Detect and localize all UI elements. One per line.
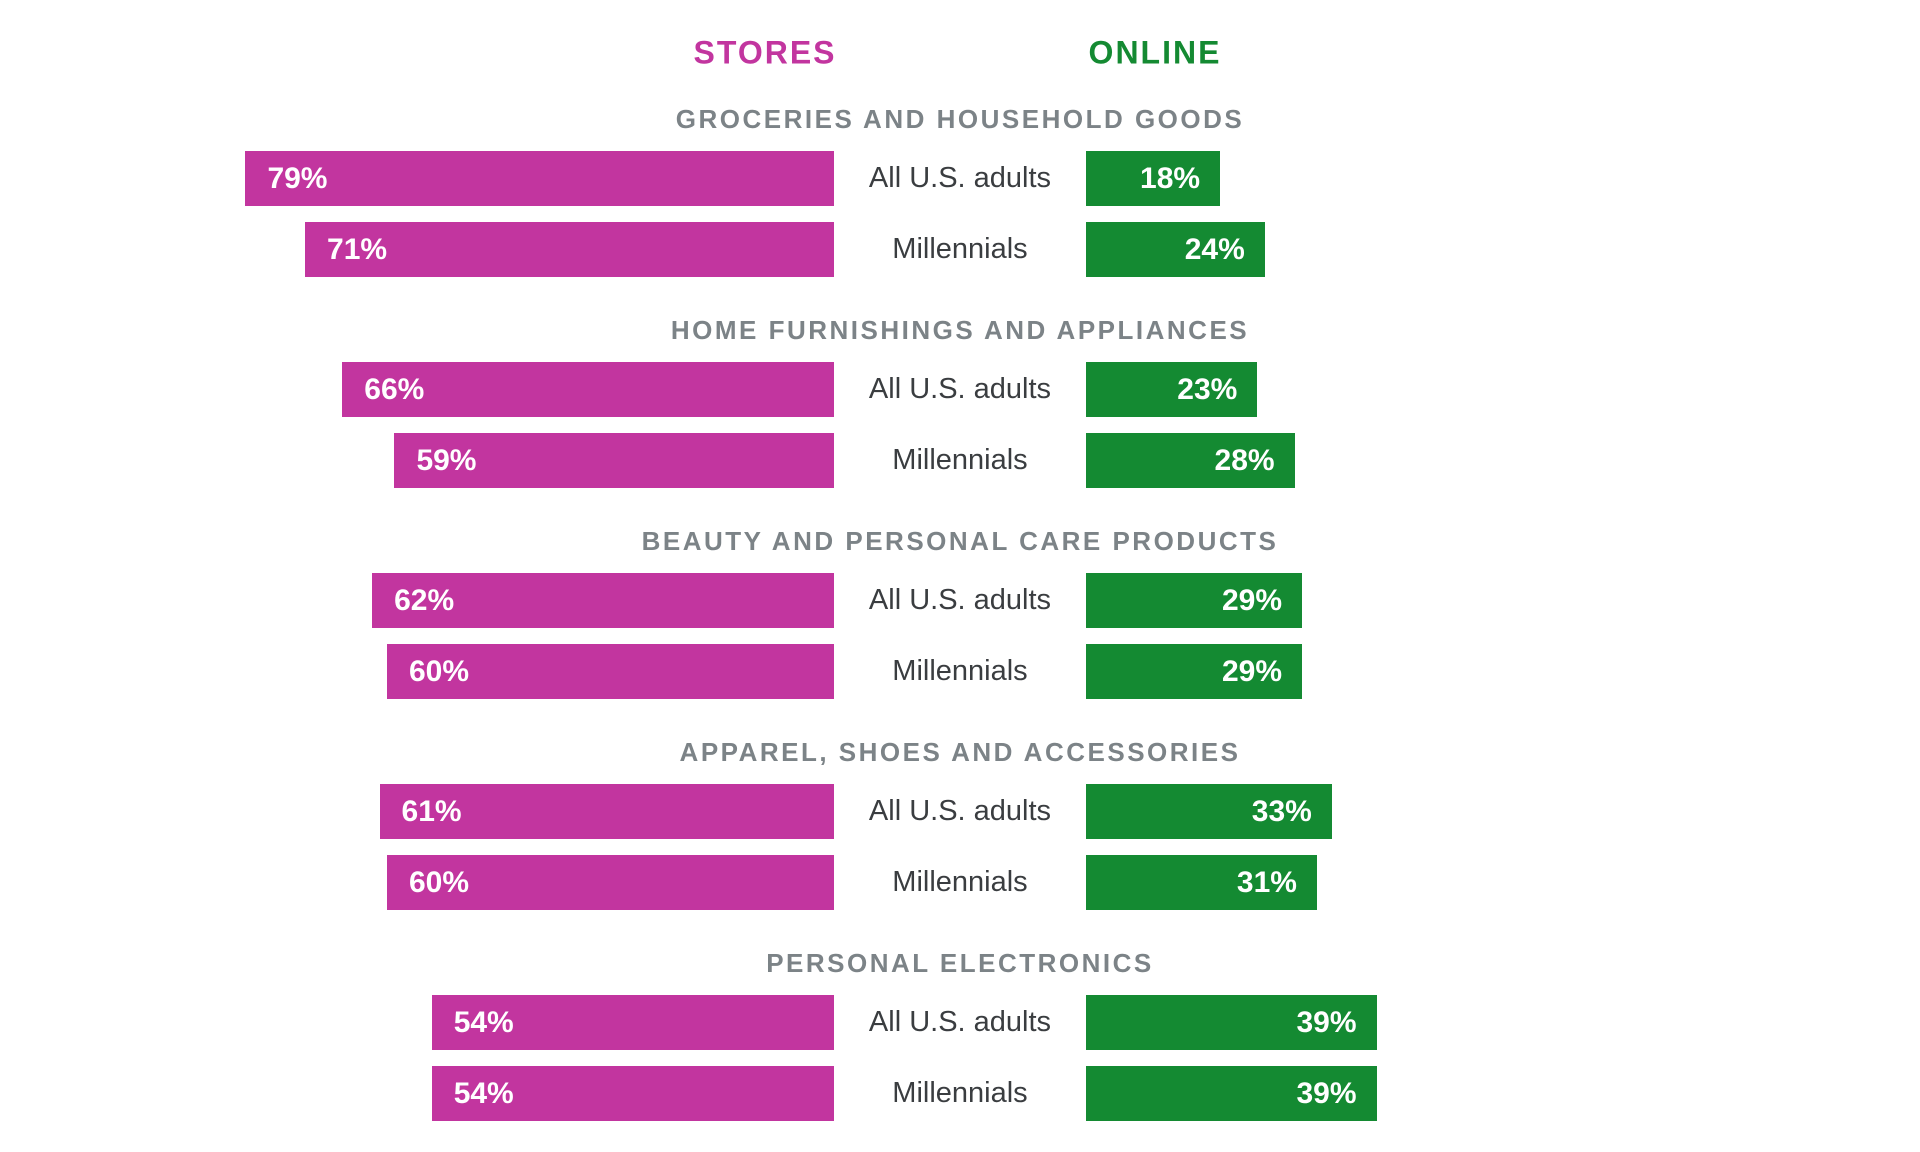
stores-value-label: 61% [401,795,462,828]
row-label: Millennials [892,1076,1028,1109]
row-label: Millennials [892,443,1028,476]
stores-bar: 66% [342,362,834,417]
row-label: All U.S. adults [868,162,1052,194]
category-header: HOME FURNISHINGS AND APPLIANCES [670,315,1250,345]
stores-value-label: 60% [409,654,470,688]
online-value-label: 33% [1251,795,1312,828]
online-legend-label: ONLINE [1088,34,1222,71]
online-bar: 29% [1086,643,1303,699]
stores-bar: 79% [245,151,834,206]
online-bar: 29% [1086,573,1303,628]
stores-value-label: 60% [409,865,470,899]
category-header: GROCERIES AND HOUSEHOLD GOODS [675,104,1245,134]
online-value-label: 39% [1296,1076,1357,1110]
online-value-label: 23% [1177,373,1238,406]
category-header: APPAREL, SHOES AND ACCESSORIES [679,737,1241,767]
stores-value-label: 59% [416,443,477,477]
online-value-label: 29% [1222,654,1283,688]
online-value-label: 39% [1296,1006,1357,1039]
stores-bar: 59% [394,432,834,488]
online-value-label: 24% [1184,232,1245,266]
online-bar: 24% [1086,221,1265,277]
row-label: All U.S. adults [868,373,1052,405]
row-label: All U.S. adults [868,584,1052,616]
row-label: Millennials [892,865,1028,898]
online-bar: 33% [1086,784,1332,839]
stores-legend-label: STORES [693,34,837,71]
row-label: All U.S. adults [868,795,1052,827]
row-label: All U.S. adults [868,1006,1052,1038]
online-value-label: 29% [1222,584,1283,617]
stores-bar: 54% [431,995,834,1050]
stores-bar: 60% [387,854,834,910]
category-header: BEAUTY AND PERSONAL CARE PRODUCTS [641,526,1279,556]
stores-value-label: 79% [267,162,328,195]
category-header: PERSONAL ELECTRONICS [766,948,1154,978]
online-bar: 23% [1086,362,1258,417]
online-bar: 39% [1086,995,1377,1050]
stores-bar: 61% [379,784,834,839]
online-bar: 31% [1086,854,1317,910]
stores-bar: 62% [372,573,834,628]
stores-value-label: 54% [453,1076,514,1110]
online-bar: 28% [1086,432,1295,488]
online-value-label: 18% [1140,162,1201,195]
stores-value-label: 71% [327,232,388,266]
online-bar: 18% [1086,151,1221,206]
stores-value-label: 66% [364,373,425,406]
row-label: Millennials [892,232,1028,265]
stores-bar: 71% [305,221,834,277]
row-label: Millennials [892,654,1028,687]
stores-bar: 54% [431,1065,834,1121]
stores-value-label: 54% [453,1006,514,1039]
online-value-label: 31% [1236,865,1297,899]
online-bar: 39% [1086,1065,1377,1121]
stores-value-label: 62% [394,584,455,617]
stores-bar: 60% [387,643,834,699]
online-value-label: 28% [1214,443,1275,477]
